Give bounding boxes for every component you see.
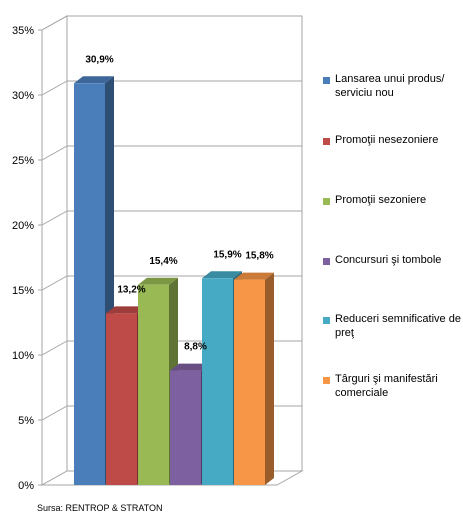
gridline: [41, 80, 302, 96]
bar-top: [138, 277, 178, 285]
bar-top: [170, 363, 210, 371]
legend: Lansarea unui produs/ serviciu nou Promoţ…: [323, 0, 463, 520]
y-axis-ticks: 0% 5% 10% 15% 20% 25% 30% 35%: [12, 25, 42, 492]
gridline: [41, 145, 302, 161]
legend-swatch: [323, 198, 330, 205]
bar-front: [202, 278, 233, 485]
legend-label: Concursuri şi tombole: [335, 254, 442, 266]
bar-front: [234, 279, 265, 485]
y-tick-label: 20%: [12, 220, 34, 232]
bar-top: [234, 272, 274, 280]
source-note: Sursa: RENTROP & STRATON: [37, 503, 163, 513]
bar-side: [265, 272, 274, 485]
legend-item: Promoţii nesezoniere: [323, 133, 461, 147]
y-tick-label: 10%: [12, 350, 34, 362]
bar: [234, 272, 274, 485]
legend-item: Concursuri şi tombole: [323, 253, 461, 267]
legend-swatch: [323, 77, 330, 84]
data-labels: 30,9% 13,2% 15,4% 8,8% 15,9% 15,8%: [85, 54, 273, 352]
y-tick-label: 15%: [12, 285, 34, 297]
gridline: [41, 15, 302, 31]
bar-front: [74, 83, 105, 486]
legend-label: Reduceri semnificative de preţ: [335, 313, 461, 339]
data-label: 15,9%: [213, 249, 241, 260]
bar-top: [106, 306, 146, 314]
y-tick-label: 0%: [18, 480, 34, 492]
gridline: [41, 210, 302, 226]
bar-front: [170, 370, 201, 485]
legend-label: Lansarea unui produs/ serviciu nou: [335, 73, 445, 99]
bars: [74, 76, 274, 486]
legend-label: Promoţii nesezoniere: [335, 134, 439, 146]
bar-front: [138, 284, 169, 485]
legend-swatch: [323, 377, 330, 384]
legend-swatch: [323, 317, 330, 324]
legend-item: Promoţii sezoniere: [323, 193, 461, 207]
bar-front: [106, 313, 137, 485]
bar-top: [202, 271, 242, 279]
data-label: 8,8%: [184, 342, 207, 353]
data-label: 13,2%: [117, 284, 145, 295]
data-label: 15,4%: [149, 256, 177, 267]
y-tick-label: 25%: [12, 155, 34, 167]
side-wall: [41, 15, 68, 486]
legend-swatch: [323, 138, 330, 145]
legend-label: Promoţii sezoniere: [335, 194, 427, 206]
legend-item: Reduceri semnificative de preţ: [323, 312, 461, 340]
legend-label: Târguri şi manifestări comerciale: [335, 373, 438, 399]
legend-item: Târguri şi manifestări comerciale: [323, 372, 461, 400]
y-tick-label: 5%: [18, 415, 34, 427]
bar-top: [74, 76, 114, 84]
y-tick-label: 35%: [12, 25, 34, 37]
legend-swatch: [323, 258, 330, 265]
data-label: 15,8%: [245, 251, 273, 262]
y-tick-label: 30%: [12, 90, 34, 102]
data-label: 30,9%: [85, 54, 113, 65]
legend-item: Lansarea unui produs/ serviciu nou: [323, 72, 461, 100]
